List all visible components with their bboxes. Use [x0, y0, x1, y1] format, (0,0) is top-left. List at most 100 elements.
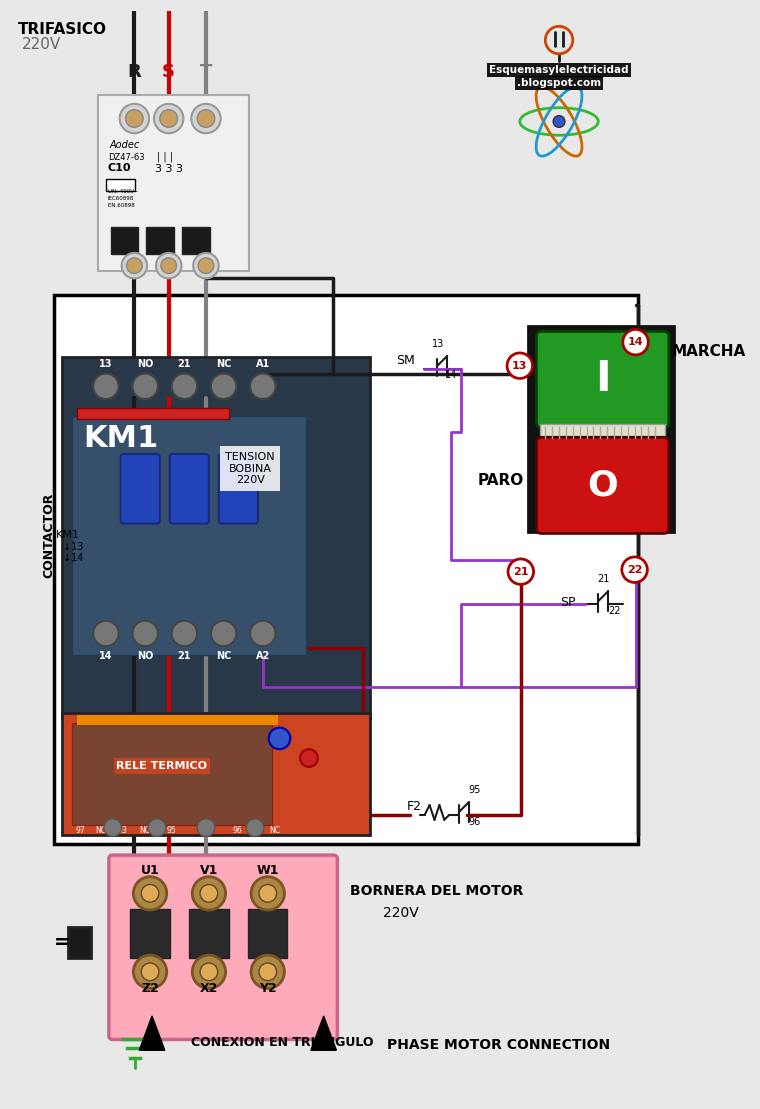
Text: I: I	[595, 358, 610, 400]
Text: 3 3 3: 3 3 3	[155, 163, 183, 173]
Circle shape	[148, 818, 166, 836]
Text: X2: X2	[200, 983, 218, 996]
Text: IEC60898: IEC60898	[108, 196, 134, 201]
Text: Esquemasylelectricidad: Esquemasylelectricidad	[489, 64, 629, 74]
Text: 96: 96	[469, 816, 481, 826]
Text: R: R	[128, 63, 141, 81]
Text: U1: U1	[141, 864, 160, 877]
Text: 95: 95	[166, 825, 176, 835]
Text: PHASE MOTOR CONNECTION: PHASE MOTOR CONNECTION	[388, 1038, 610, 1052]
Text: KM1: KM1	[56, 530, 80, 540]
Text: CONEXION EN TRIANGULO: CONEXION EN TRIANGULO	[192, 1036, 374, 1049]
Circle shape	[134, 955, 166, 988]
Text: SP: SP	[560, 596, 575, 609]
Circle shape	[197, 818, 215, 836]
Text: 22: 22	[627, 564, 642, 574]
Text: PARO: PARO	[477, 472, 524, 488]
Text: NC: NC	[216, 358, 231, 368]
Text: NC: NC	[216, 651, 231, 661]
Text: 14: 14	[445, 370, 458, 380]
FancyBboxPatch shape	[71, 723, 271, 825]
FancyBboxPatch shape	[68, 927, 91, 958]
Text: | | |: | | |	[157, 152, 173, 162]
Text: NO: NO	[139, 825, 151, 835]
Text: KM1: KM1	[84, 424, 159, 454]
Text: EN 60898: EN 60898	[108, 203, 135, 207]
FancyBboxPatch shape	[111, 227, 138, 254]
Circle shape	[259, 885, 277, 903]
FancyBboxPatch shape	[62, 713, 370, 834]
Text: .blogspot.com: .blogspot.com	[517, 79, 601, 89]
FancyBboxPatch shape	[146, 227, 173, 254]
Circle shape	[132, 374, 158, 399]
Circle shape	[622, 557, 648, 582]
Text: A1: A1	[255, 358, 270, 368]
Circle shape	[198, 257, 214, 274]
FancyBboxPatch shape	[219, 454, 258, 523]
Text: NO: NO	[95, 825, 107, 835]
Circle shape	[192, 955, 226, 988]
Circle shape	[104, 818, 122, 836]
Text: BORNERA DEL MOTOR: BORNERA DEL MOTOR	[350, 884, 524, 898]
Circle shape	[193, 253, 219, 278]
Text: =: =	[54, 933, 71, 952]
Text: Z2: Z2	[141, 983, 159, 996]
Polygon shape	[139, 1016, 165, 1050]
Circle shape	[250, 621, 276, 647]
FancyBboxPatch shape	[169, 454, 209, 523]
Text: T: T	[200, 63, 212, 81]
Circle shape	[141, 963, 159, 980]
Circle shape	[197, 110, 215, 128]
Circle shape	[125, 110, 143, 128]
FancyBboxPatch shape	[248, 909, 287, 958]
FancyBboxPatch shape	[540, 424, 665, 441]
Text: TRIFASICO: TRIFASICO	[17, 22, 106, 38]
Text: NO: NO	[137, 358, 154, 368]
Text: F2: F2	[407, 800, 422, 813]
Text: 220V: 220V	[382, 906, 418, 920]
Circle shape	[300, 750, 318, 766]
Circle shape	[93, 621, 119, 647]
Text: NO: NO	[137, 651, 154, 661]
Circle shape	[246, 818, 264, 836]
Circle shape	[132, 621, 158, 647]
Text: 97: 97	[75, 825, 85, 835]
Circle shape	[622, 329, 648, 355]
Text: ↓14: ↓14	[63, 553, 83, 563]
Text: A2: A2	[255, 651, 270, 661]
FancyBboxPatch shape	[189, 909, 229, 958]
Circle shape	[119, 104, 149, 133]
Text: 14: 14	[99, 651, 112, 661]
FancyBboxPatch shape	[109, 855, 337, 1039]
Text: TENSION
BOBINA
220V: TENSION BOBINA 220V	[225, 452, 275, 486]
Text: SM: SM	[396, 354, 415, 367]
FancyBboxPatch shape	[106, 180, 135, 191]
Circle shape	[507, 353, 533, 378]
Polygon shape	[311, 1016, 337, 1050]
Circle shape	[200, 885, 217, 903]
Circle shape	[126, 257, 142, 274]
Circle shape	[93, 374, 119, 399]
FancyBboxPatch shape	[527, 326, 674, 532]
Circle shape	[160, 110, 178, 128]
Circle shape	[122, 253, 147, 278]
FancyBboxPatch shape	[131, 909, 169, 958]
Text: NC: NC	[198, 825, 208, 835]
Text: 13: 13	[432, 339, 444, 349]
Text: ↓13: ↓13	[63, 542, 83, 552]
Text: 13: 13	[99, 358, 112, 368]
Circle shape	[259, 963, 277, 980]
Text: V1: V1	[200, 864, 218, 877]
Circle shape	[161, 257, 176, 274]
FancyBboxPatch shape	[77, 408, 229, 419]
FancyBboxPatch shape	[62, 357, 370, 719]
Circle shape	[192, 877, 226, 910]
Text: 21: 21	[178, 358, 191, 368]
Text: S: S	[162, 63, 176, 81]
Text: UN: 400V~: UN: 400V~	[108, 189, 138, 194]
Circle shape	[211, 374, 236, 399]
FancyBboxPatch shape	[98, 95, 249, 271]
Text: 21: 21	[178, 651, 191, 661]
Text: 21: 21	[513, 567, 528, 577]
Text: MARCHA: MARCHA	[672, 344, 746, 359]
